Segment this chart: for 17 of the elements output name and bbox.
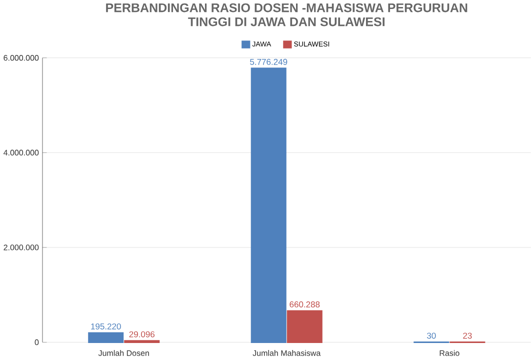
x-tick-label: Jumlah Mahasiswa: [252, 350, 321, 356]
bar: [250, 68, 286, 343]
data-label: 5.776.249: [250, 58, 288, 65]
x-tick-label: Rasio: [440, 350, 460, 356]
data-label: 195.220: [91, 323, 121, 330]
y-tick-label: 6.000.000: [4, 54, 39, 61]
data-label: 660.288: [290, 301, 320, 308]
y-tick-label: 2.000.000: [4, 244, 39, 250]
data-label: 23: [463, 332, 472, 339]
chart-title: PERBANDINGAN RASIO DOSEN -MAHASISWA PERGURUAN TINGGI DI JAWA DAN SULAWESI: [106, 3, 468, 26]
y-tick-label: 4.000.000: [4, 150, 39, 156]
y-tick-label: 0: [34, 339, 39, 345]
bar: [286, 310, 322, 343]
data-label: 30: [427, 332, 436, 339]
data-label: 29.096: [129, 331, 155, 338]
x-tick-label: Jumlah Dosen: [98, 350, 149, 356]
bar: [88, 332, 124, 343]
